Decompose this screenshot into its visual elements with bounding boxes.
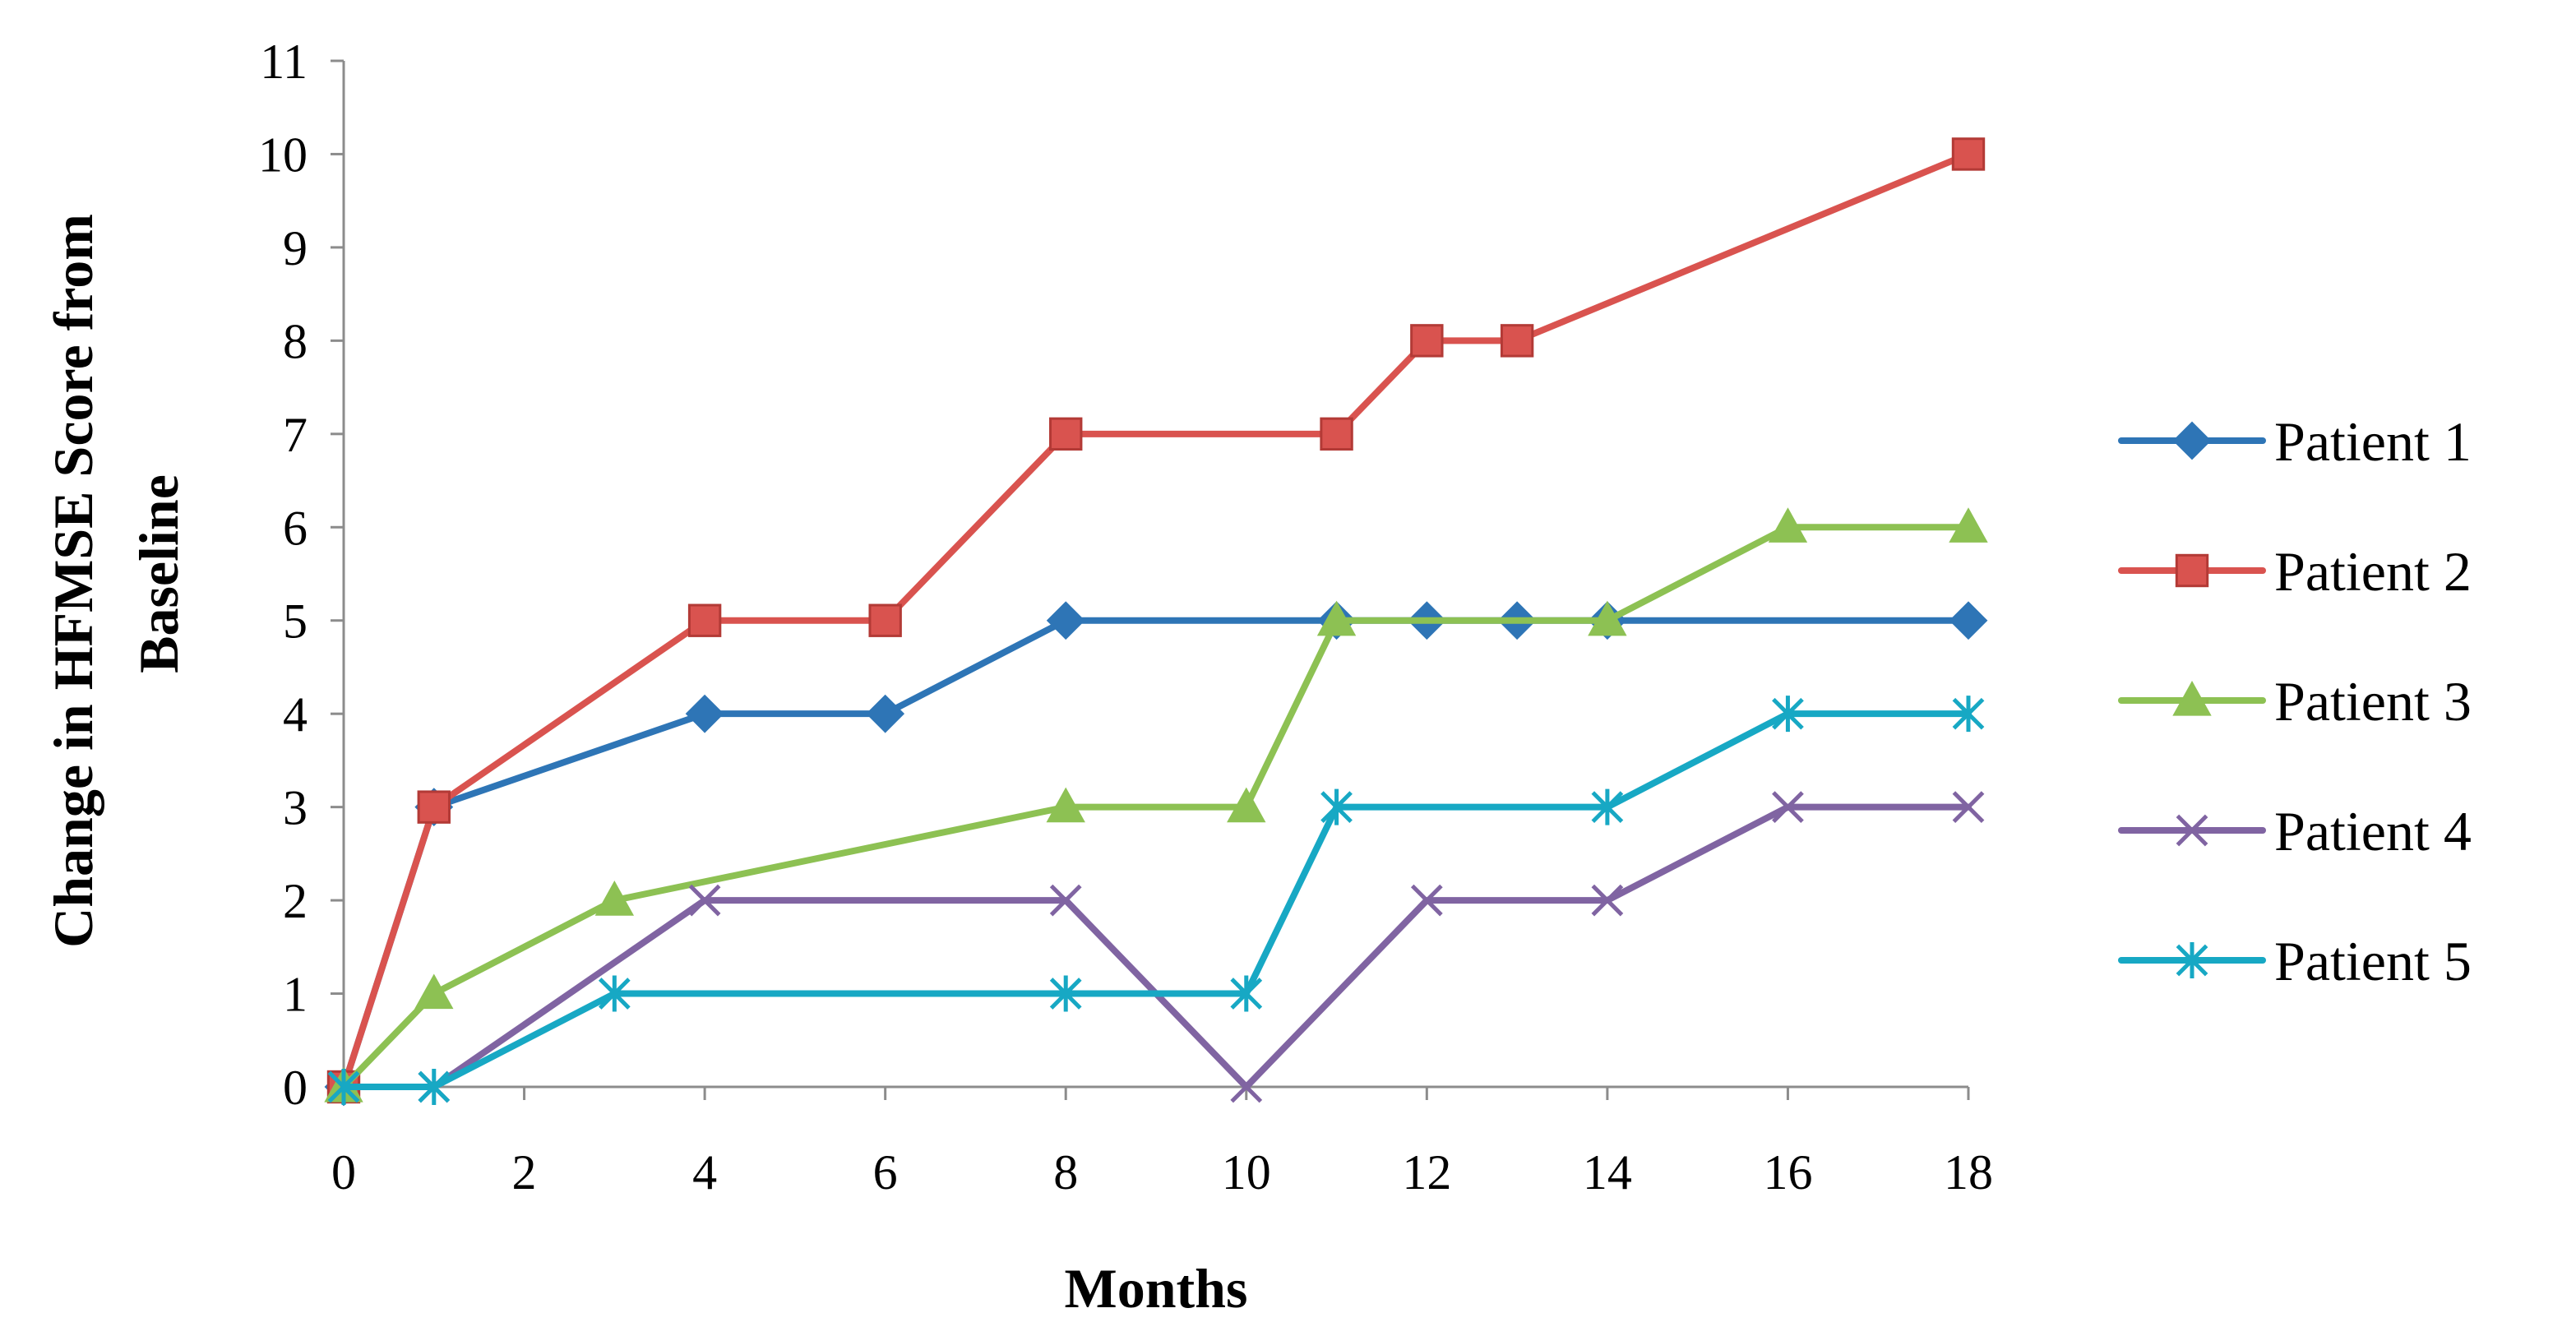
data-point [598, 975, 631, 1012]
x-tick-label: 12 [1402, 1145, 1451, 1200]
data-point [2172, 421, 2212, 460]
series-layer [324, 137, 1988, 1107]
x-tick-label: 18 [1944, 1145, 1993, 1200]
data-point [1046, 787, 1085, 823]
y-axis-title: Change in HFMSE Score from Baseline [42, 200, 190, 948]
data-point [594, 881, 635, 916]
data-point [2175, 553, 2209, 588]
data-point [1227, 787, 1266, 823]
data-point [1772, 696, 1804, 733]
y-axis-title-line-2: Baseline [127, 474, 190, 673]
y-axis-title-line-1: Change in HFMSE Score from [42, 214, 104, 948]
data-point [1049, 975, 1082, 1012]
legend-item-2: Patient 2 [2118, 540, 2472, 603]
y-tick-label: 11 [260, 35, 308, 89]
y-tick-label: 10 [258, 127, 308, 182]
data-point [1952, 696, 1985, 733]
legend-item-3: Patient 3 [2118, 670, 2472, 733]
legend-label: Patient 5 [2274, 930, 2472, 992]
data-point [414, 973, 454, 1010]
y-tick-label: 3 [283, 781, 308, 835]
legend-item-4: Patient 4 [2118, 800, 2472, 862]
data-point [1591, 788, 1624, 825]
data-point [866, 694, 905, 733]
series-1 [324, 601, 1988, 1107]
data-point [1230, 1070, 1263, 1103]
x-tick-label: 10 [1222, 1145, 1271, 1200]
legend-label: Patient 1 [2274, 410, 2472, 473]
x-tick-label: 4 [692, 1145, 717, 1200]
data-point [2176, 814, 2208, 847]
series-line [340, 617, 1972, 1090]
data-point [1049, 417, 1083, 451]
data-point [2172, 680, 2212, 716]
data-point [1591, 884, 1624, 917]
legend-label: Patient 2 [2274, 540, 2472, 603]
data-point [685, 694, 724, 733]
data-point [327, 1069, 360, 1105]
y-tick-label: 7 [283, 408, 308, 462]
data-point [1320, 788, 1353, 825]
legend-label: Patient 4 [2274, 800, 2472, 862]
y-tick-label: 4 [283, 687, 308, 742]
series-line [340, 524, 1972, 1090]
x-tick-label: 2 [512, 1145, 537, 1200]
data-point [1951, 137, 1986, 171]
data-point [1588, 600, 1627, 636]
data-point [1772, 791, 1804, 824]
series-4 [327, 791, 1985, 1103]
legend: Patient 1 Patient 2 Patient 3 Patient 4 Pati… [2118, 410, 2472, 992]
data-point [868, 603, 902, 637]
legend-item-5: Patient 5 [2118, 930, 2472, 992]
data-point [1230, 975, 1263, 1012]
data-point [1949, 601, 1988, 640]
data-point [1316, 600, 1357, 636]
series-5 [327, 696, 1985, 1105]
series-line [340, 803, 1972, 1090]
y-tick-label: 2 [283, 874, 308, 928]
y-tick-label: 1 [283, 968, 308, 1022]
data-point [1320, 417, 1353, 451]
y-tick-label: 5 [283, 594, 308, 649]
data-point [1410, 884, 1443, 917]
x-tick-label: 8 [1053, 1145, 1078, 1200]
x-tick-label: 0 [331, 1145, 356, 1200]
data-point [418, 1069, 451, 1105]
legend-label: Patient 3 [2274, 670, 2472, 733]
data-point [1768, 507, 1808, 543]
series-2 [326, 137, 1986, 1104]
x-tick-label: 6 [873, 1145, 898, 1200]
data-point [1952, 791, 1985, 824]
data-point [1049, 884, 1082, 917]
x-axis-title: Months [1065, 1257, 1248, 1320]
data-point [688, 884, 721, 917]
data-point [417, 790, 451, 824]
data-point [687, 603, 722, 637]
data-point [1410, 324, 1444, 358]
data-point [1046, 601, 1085, 640]
y-tick-label: 0 [283, 1061, 308, 1115]
data-point [1500, 324, 1534, 358]
legend-item-1: Patient 1 [2118, 410, 2472, 473]
data-point [1949, 507, 1988, 543]
y-tick-label: 9 [283, 221, 308, 275]
data-point [2176, 942, 2208, 978]
y-tick-label: 6 [283, 501, 308, 555]
x-tick-label: 14 [1583, 1145, 1632, 1200]
series-line [340, 710, 1972, 1090]
y-tick-label: 8 [283, 314, 308, 368]
x-tick-label: 16 [1763, 1145, 1812, 1200]
